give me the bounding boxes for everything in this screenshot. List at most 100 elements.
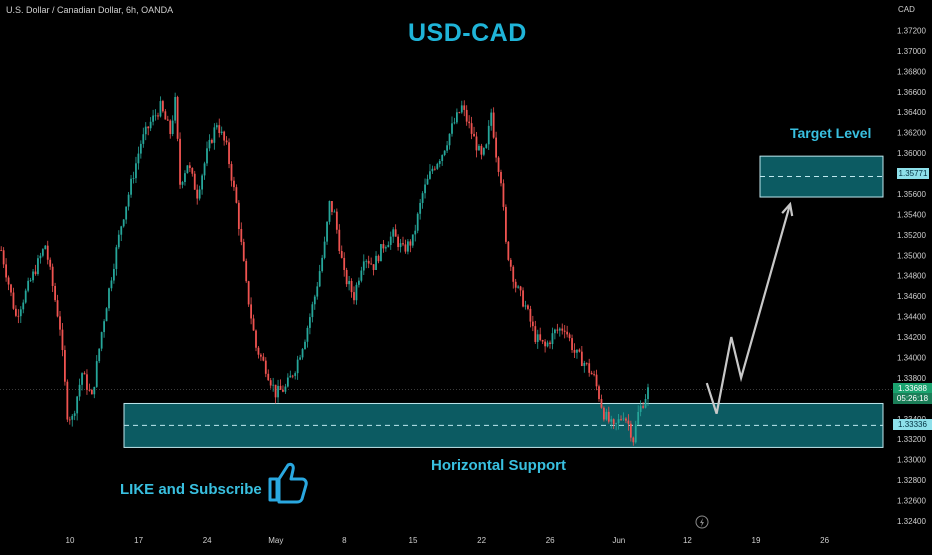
candle-body <box>245 261 248 282</box>
y-tick-label: 1.33000 <box>897 456 926 465</box>
candle-body <box>196 189 199 199</box>
candle-body <box>563 330 566 332</box>
candle-body <box>328 201 331 222</box>
candle-body <box>397 236 399 248</box>
candle-body <box>24 290 27 303</box>
y-tick-label: 1.32600 <box>897 497 926 506</box>
y-tick-label: 1.35200 <box>897 231 926 240</box>
candle-body <box>568 334 571 339</box>
candle-body <box>54 285 56 301</box>
candle-body <box>375 255 377 270</box>
candle-body <box>132 178 135 179</box>
candle-body <box>272 384 275 386</box>
x-tick-label: Jun <box>612 536 625 545</box>
candle-body <box>644 399 647 408</box>
candle-body <box>29 280 32 282</box>
candle-body <box>634 424 637 443</box>
x-tick-label: 15 <box>409 536 418 545</box>
candle-body <box>433 168 436 170</box>
candle-body <box>316 286 319 297</box>
y-tick-label: 1.34200 <box>897 333 926 342</box>
x-tick-label: 22 <box>477 536 486 545</box>
candle-body <box>590 372 593 375</box>
candle-body <box>617 419 620 424</box>
candle-body <box>159 101 162 117</box>
candle-body <box>453 122 456 124</box>
candle-body <box>409 241 412 246</box>
y-tick-label: 1.36800 <box>897 67 926 76</box>
candle-body <box>358 280 360 285</box>
candle-body <box>583 362 586 366</box>
candle-body <box>78 384 81 397</box>
candle-body <box>15 308 17 316</box>
candle-body <box>208 139 211 149</box>
y-tick-label: 1.37200 <box>897 26 926 35</box>
candle-body <box>76 396 79 414</box>
y-tick-label: 1.34800 <box>897 272 926 281</box>
y-tick-label: 1.33800 <box>897 374 926 383</box>
candle-body <box>321 257 324 272</box>
candle-body <box>492 112 495 138</box>
candle-body <box>436 163 439 169</box>
candle-body <box>389 236 392 245</box>
y-tick-label: 1.36000 <box>897 149 926 158</box>
candle-body <box>90 390 93 395</box>
candle-body <box>411 234 414 246</box>
candle-body <box>407 241 409 252</box>
x-axis: 10 17 24 May 8 15 22 26 Jun 12 19 26 <box>66 536 830 545</box>
candle-body <box>414 230 417 235</box>
candle-body <box>5 264 7 278</box>
lightning-icon <box>695 515 709 529</box>
candle-body <box>333 211 336 213</box>
candle-body <box>497 157 500 172</box>
candle-body <box>171 120 174 135</box>
candle-body <box>382 244 385 249</box>
support-level-badge: 1.33336 <box>893 419 932 430</box>
candle-body <box>291 375 294 377</box>
y-tick-label: 1.34000 <box>897 353 926 362</box>
y-tick-label: 1.34600 <box>897 292 926 301</box>
x-tick-label: May <box>268 536 283 545</box>
candle-body <box>252 318 255 331</box>
candle-body <box>318 271 321 287</box>
candle-body <box>424 184 426 194</box>
candle-body <box>451 123 453 134</box>
candle-body <box>470 123 473 134</box>
candle-body <box>110 280 113 289</box>
lightning-ring <box>695 515 709 529</box>
candle-body <box>39 255 42 259</box>
candle-body <box>215 125 218 128</box>
candle-body <box>600 399 603 408</box>
chart-title: USD-CAD <box>408 19 527 47</box>
y-tick-label: 1.36200 <box>897 129 926 138</box>
candle-body <box>188 165 191 169</box>
lightning-bolt <box>700 518 704 527</box>
candle-body <box>250 304 252 319</box>
thumbs-up-icon <box>268 462 308 504</box>
candle-body <box>19 309 22 317</box>
y-tick-label: 1.34400 <box>897 313 926 322</box>
candle-body <box>465 109 468 122</box>
candle-body <box>571 338 573 351</box>
candle-body <box>100 332 103 349</box>
candle-body <box>311 304 314 318</box>
candle-body <box>233 180 235 188</box>
candle-body <box>355 284 358 301</box>
candle-body <box>421 193 424 203</box>
candle-body <box>83 373 86 375</box>
candles <box>0 92 649 446</box>
candle-body <box>37 258 39 275</box>
candle-body <box>113 268 115 281</box>
candle-body <box>404 244 407 252</box>
candle-body <box>485 144 488 148</box>
candle-body <box>306 327 309 342</box>
thumbs-up-outline <box>268 462 308 504</box>
candle-body <box>176 96 179 139</box>
candle-body <box>348 280 350 285</box>
candle-body <box>576 349 578 353</box>
candle-body <box>274 384 277 398</box>
countdown-badge: 05:26:18 <box>893 393 932 404</box>
candle-body <box>0 250 3 251</box>
